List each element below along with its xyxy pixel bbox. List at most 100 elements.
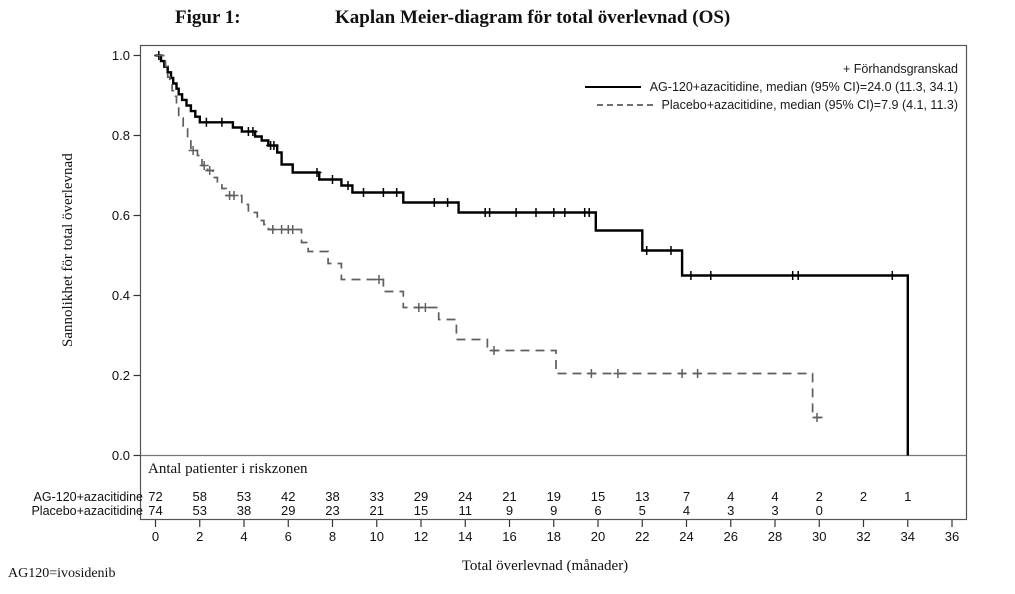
risk-count: 72 xyxy=(148,489,162,504)
censor-mark xyxy=(485,208,495,217)
y-tick-label: 0.0 xyxy=(112,448,130,463)
solid-line-swatch xyxy=(584,86,641,88)
censor-mark xyxy=(229,191,239,200)
censor-mark xyxy=(511,208,521,217)
x-tick-label: 2 xyxy=(196,529,203,544)
legend-label-ag120: AG-120+azacitidine, median (95% CI)=24.0… xyxy=(649,80,958,94)
risk-count: 29 xyxy=(414,489,428,504)
censor-mark xyxy=(420,303,430,312)
x-tick-label: 10 xyxy=(370,529,384,544)
risk-count: 4 xyxy=(771,489,778,504)
censor-mark xyxy=(429,198,439,207)
censor-mark xyxy=(531,208,541,217)
x-tick-label: 22 xyxy=(635,529,649,544)
legend-item-placebo: Placebo+azacitidine, median (95% CI)=7.9… xyxy=(585,96,958,114)
risk-count: 53 xyxy=(193,503,207,518)
censor-mark xyxy=(706,271,716,280)
risk-count: 15 xyxy=(414,503,428,518)
censor-mark xyxy=(288,225,298,234)
risk-count: 74 xyxy=(148,503,162,518)
x-tick-label: 16 xyxy=(502,529,516,544)
y-axis-title: Sannolikhet för total överlevnad xyxy=(60,153,76,347)
risk-count: 24 xyxy=(458,489,472,504)
risk-count: 19 xyxy=(547,489,561,504)
risk-count: 3 xyxy=(727,503,734,518)
x-tick-label: 18 xyxy=(547,529,561,544)
x-tick-label: 12 xyxy=(414,529,428,544)
legend-censor-note-row: + Förhandsgranskad xyxy=(585,60,958,78)
censor-mark xyxy=(201,117,211,127)
x-tick-label: 34 xyxy=(901,529,915,544)
x-tick-label: 8 xyxy=(329,529,336,544)
censor-mark xyxy=(374,275,384,284)
censor-mark xyxy=(359,188,368,197)
censor-mark xyxy=(686,271,696,280)
censor-mark xyxy=(269,141,279,150)
dashed-line-swatch xyxy=(596,104,653,106)
risk-count: 33 xyxy=(370,489,384,504)
x-tick-label: 14 xyxy=(458,529,472,544)
censor-mark xyxy=(328,175,337,184)
censor-mark xyxy=(887,271,897,280)
footnote: AG120=ivosidenib xyxy=(8,566,116,581)
risk-count: 2 xyxy=(860,489,867,504)
x-tick-label: 4 xyxy=(240,529,247,544)
x-tick-label: 36 xyxy=(945,529,959,544)
risk-count: 53 xyxy=(237,489,251,504)
risk-count: 7 xyxy=(683,489,690,504)
censor-mark xyxy=(489,346,499,355)
risk-count: 6 xyxy=(594,503,601,518)
x-tick-label: 26 xyxy=(724,529,738,544)
km-curve-placebo-azacitidine xyxy=(155,54,824,419)
risk-row-label-ag120: AG-120+azacitidine xyxy=(33,490,143,504)
risk-count: 0 xyxy=(816,503,823,518)
x-tick-label: 30 xyxy=(812,529,826,544)
km-curve-ag-120-azacitidine xyxy=(155,54,909,456)
censor-mark xyxy=(586,369,596,378)
risk-count: 9 xyxy=(550,503,557,518)
censor-mark xyxy=(205,166,215,175)
censor-mark xyxy=(248,127,258,136)
censor-mark xyxy=(199,161,209,170)
x-tick-label: 20 xyxy=(591,529,605,544)
risk-count: 2 xyxy=(816,489,823,504)
censor-mark xyxy=(443,198,453,207)
plot-frame xyxy=(139,44,968,521)
risk-count: 21 xyxy=(502,489,516,504)
risk-table-header: Antal patienter i riskzonen xyxy=(148,461,308,477)
censor-mark xyxy=(793,271,803,280)
risk-count: 4 xyxy=(683,503,690,518)
y-tick-label: 0.6 xyxy=(112,208,130,223)
risk-count: 23 xyxy=(325,503,339,518)
censor-mark xyxy=(613,369,623,378)
risk-count: 21 xyxy=(370,503,384,518)
risk-row-label-placebo: Placebo+azacitidine xyxy=(31,504,143,518)
censor-mark xyxy=(378,188,388,197)
risk-count: 9 xyxy=(506,503,513,518)
censor-mark xyxy=(666,246,676,255)
censor-note-label: + Förhandsgranskad xyxy=(842,62,958,76)
risk-count: 58 xyxy=(193,489,207,504)
censor-mark xyxy=(584,208,594,217)
censor-mark xyxy=(642,246,652,255)
risk-count: 38 xyxy=(237,503,251,518)
x-tick-label: 6 xyxy=(285,529,292,544)
risk-count: 13 xyxy=(635,489,649,504)
censor-mark xyxy=(812,413,822,422)
risk-count: 3 xyxy=(771,503,778,518)
risk-count: 4 xyxy=(727,489,734,504)
x-tick-label: 28 xyxy=(768,529,782,544)
legend: + Förhandsgranskad AG-120+azacitidine, m… xyxy=(584,60,958,114)
x-tick-label: 0 xyxy=(152,529,159,544)
risk-count: 15 xyxy=(591,489,605,504)
y-tick-label: 0.4 xyxy=(112,288,130,303)
x-tick-label: 32 xyxy=(856,529,870,544)
censor-mark xyxy=(560,208,570,217)
y-tick-label: 0.2 xyxy=(112,368,130,383)
censor-mark xyxy=(343,181,353,190)
censor-mark xyxy=(549,208,559,217)
censor-mark xyxy=(217,117,227,127)
legend-label-placebo: Placebo+azacitidine, median (95% CI)=7.9… xyxy=(661,98,958,112)
